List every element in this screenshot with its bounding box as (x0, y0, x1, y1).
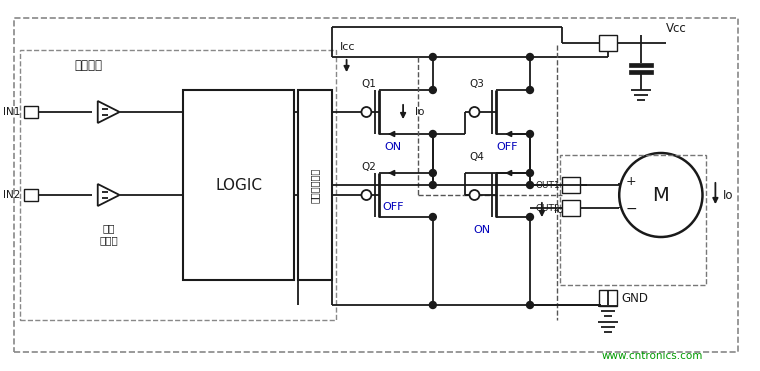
Text: OFF: OFF (496, 142, 518, 152)
Text: OUT1: OUT1 (535, 181, 559, 190)
Text: www.cntronics.com: www.cntronics.com (601, 351, 703, 361)
Text: IN1: IN1 (3, 107, 21, 117)
Text: Q1: Q1 (362, 79, 376, 89)
Text: Q4: Q4 (470, 152, 484, 162)
Bar (600, 290, 617, 306)
Bar (24, 189, 38, 201)
Text: ON: ON (473, 225, 491, 235)
Circle shape (429, 53, 436, 60)
Bar (21, 50, 336, 320)
Text: 小信号部: 小信号部 (74, 59, 102, 72)
Circle shape (527, 181, 534, 188)
Bar (24, 106, 38, 118)
Circle shape (362, 107, 372, 117)
Text: IN2: IN2 (3, 190, 21, 200)
Text: Io: Io (415, 107, 424, 117)
Circle shape (429, 302, 436, 309)
Circle shape (527, 213, 534, 220)
Text: Io: Io (723, 188, 733, 201)
Bar (629, 70, 653, 74)
Circle shape (470, 190, 480, 200)
Text: Q3: Q3 (470, 79, 484, 89)
Text: LOGIC: LOGIC (215, 177, 262, 193)
Text: +: + (625, 174, 636, 187)
Text: M: M (653, 186, 670, 204)
Circle shape (527, 53, 534, 60)
Bar (600, 35, 617, 51)
Circle shape (429, 170, 436, 177)
Bar (298, 90, 331, 280)
Text: OFF: OFF (382, 202, 404, 212)
Polygon shape (98, 101, 119, 123)
Circle shape (527, 302, 534, 309)
Circle shape (429, 86, 436, 93)
Bar (562, 177, 580, 193)
Text: Vcc: Vcc (666, 22, 686, 35)
Circle shape (619, 153, 702, 237)
Bar (183, 90, 294, 280)
Text: Icc: Icc (340, 42, 355, 52)
Circle shape (527, 131, 534, 138)
Circle shape (362, 190, 372, 200)
Text: 磁带: 磁带 (103, 223, 115, 233)
Bar (629, 63, 653, 67)
Text: ON: ON (385, 142, 402, 152)
Text: 缓冲器: 缓冲器 (100, 235, 118, 245)
Bar (562, 200, 580, 216)
Text: 防止同时导通: 防止同时导通 (310, 167, 320, 203)
Circle shape (527, 86, 534, 93)
Text: Io: Io (554, 205, 563, 215)
Circle shape (429, 181, 436, 188)
Circle shape (527, 170, 534, 177)
Text: GND: GND (621, 292, 648, 305)
Text: −: − (625, 202, 637, 216)
Text: Q2: Q2 (362, 162, 376, 172)
Circle shape (429, 131, 436, 138)
Bar (559, 155, 707, 285)
Circle shape (429, 213, 436, 220)
Polygon shape (98, 184, 119, 206)
Text: OUT2: OUT2 (535, 204, 559, 213)
Circle shape (470, 107, 480, 117)
